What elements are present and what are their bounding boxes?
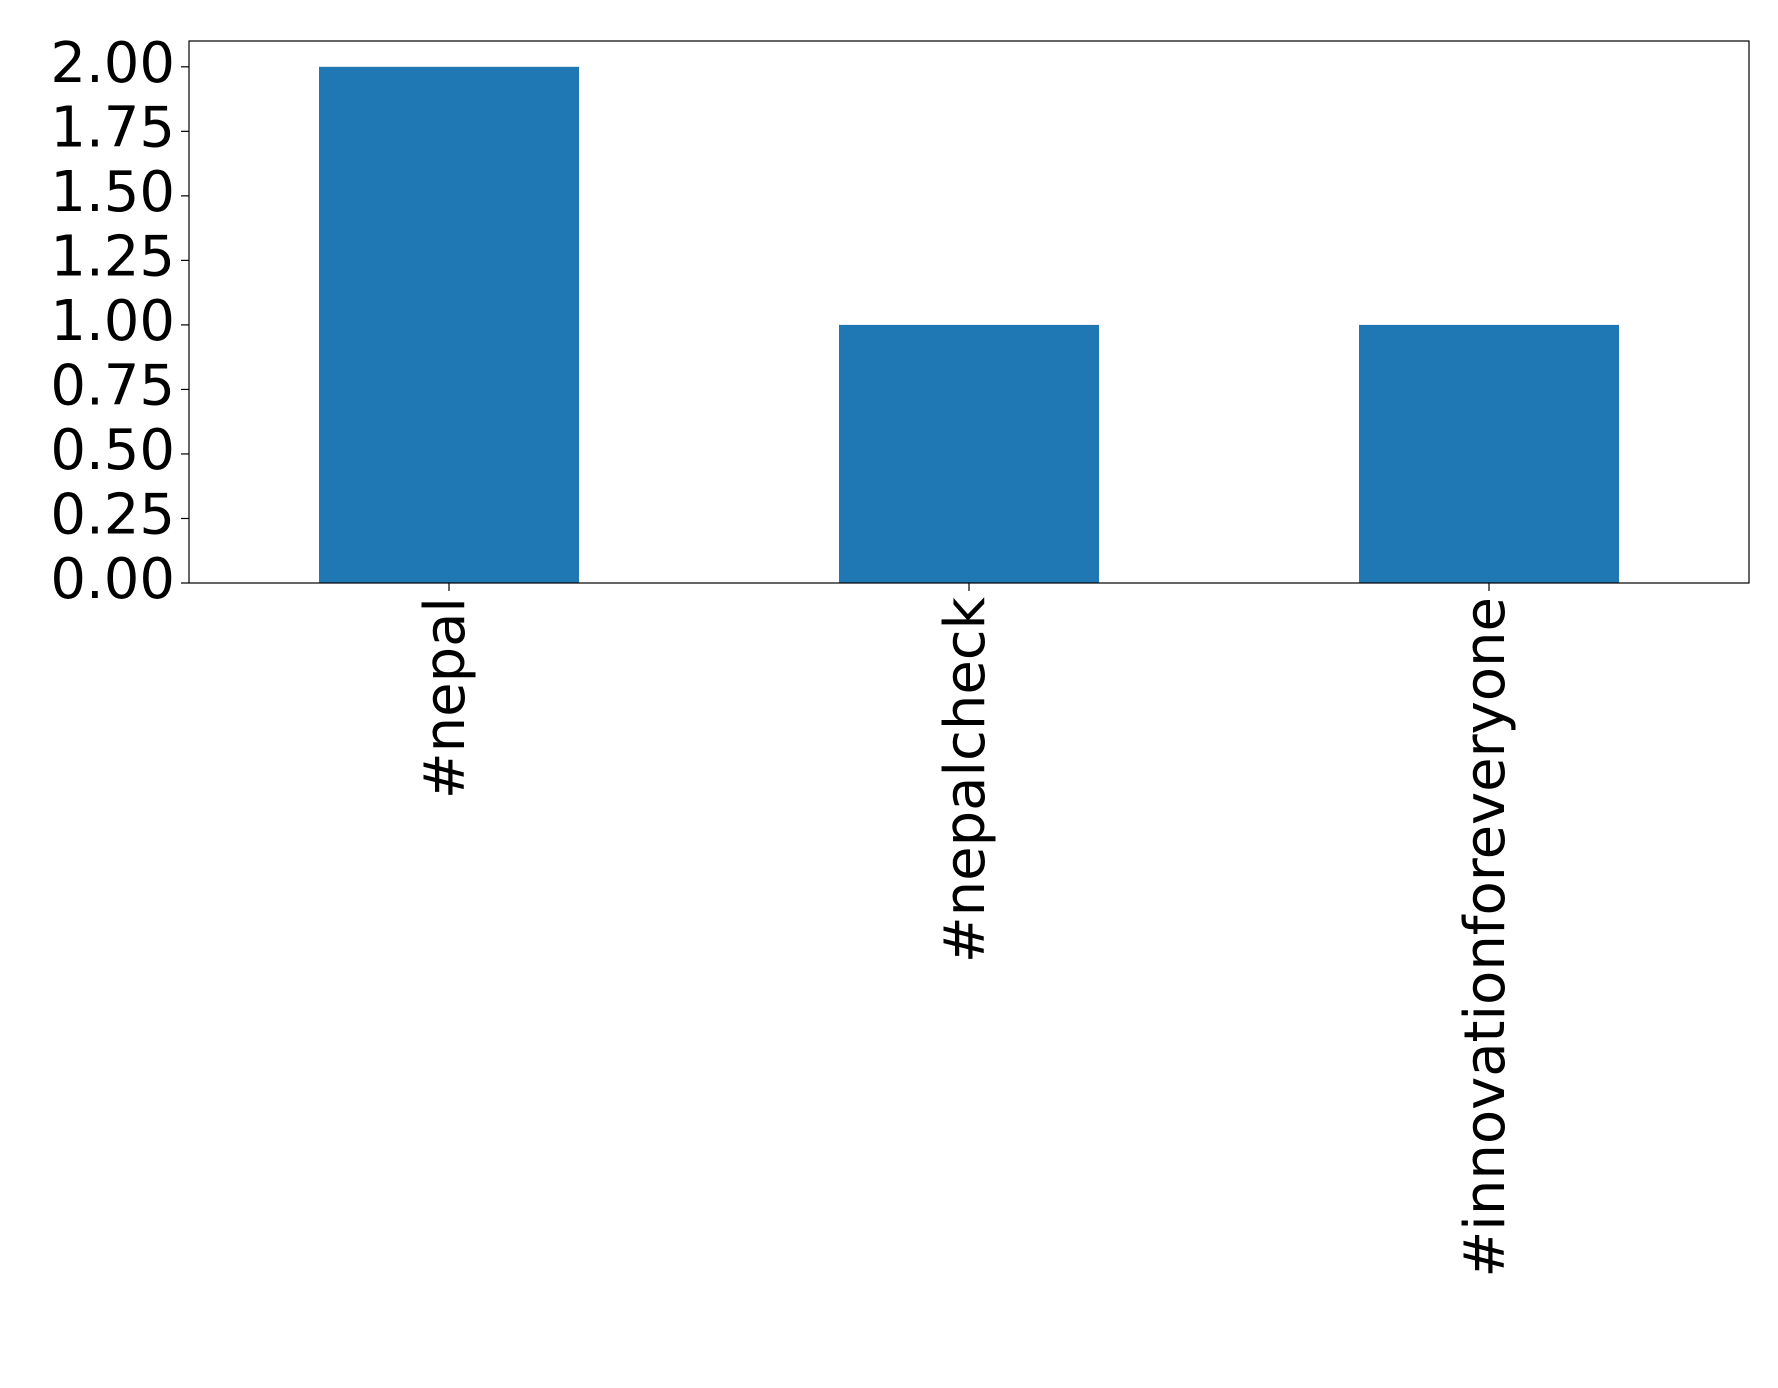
y-tick-label: 0.50	[50, 418, 175, 483]
x-tick-label: #nepalcheck	[933, 596, 998, 963]
y-tick-label: 1.50	[50, 160, 175, 225]
y-tick-label: 0.25	[50, 483, 175, 548]
y-tick-label: 1.25	[50, 225, 175, 290]
x-tick-label: #nepal	[413, 597, 478, 799]
x-tick-label: #innovationforeveryone	[1453, 597, 1518, 1278]
bar	[319, 66, 579, 584]
bar	[1359, 324, 1619, 583]
y-tick-label: 1.00	[50, 289, 175, 354]
y-tick-label: 2.00	[50, 31, 175, 96]
y-tick-label: 0.75	[50, 354, 175, 419]
y-tick-label: 0.00	[50, 547, 175, 612]
bar	[839, 324, 1099, 583]
y-tick-label: 1.75	[50, 95, 175, 160]
plot-frame	[188, 40, 1750, 584]
